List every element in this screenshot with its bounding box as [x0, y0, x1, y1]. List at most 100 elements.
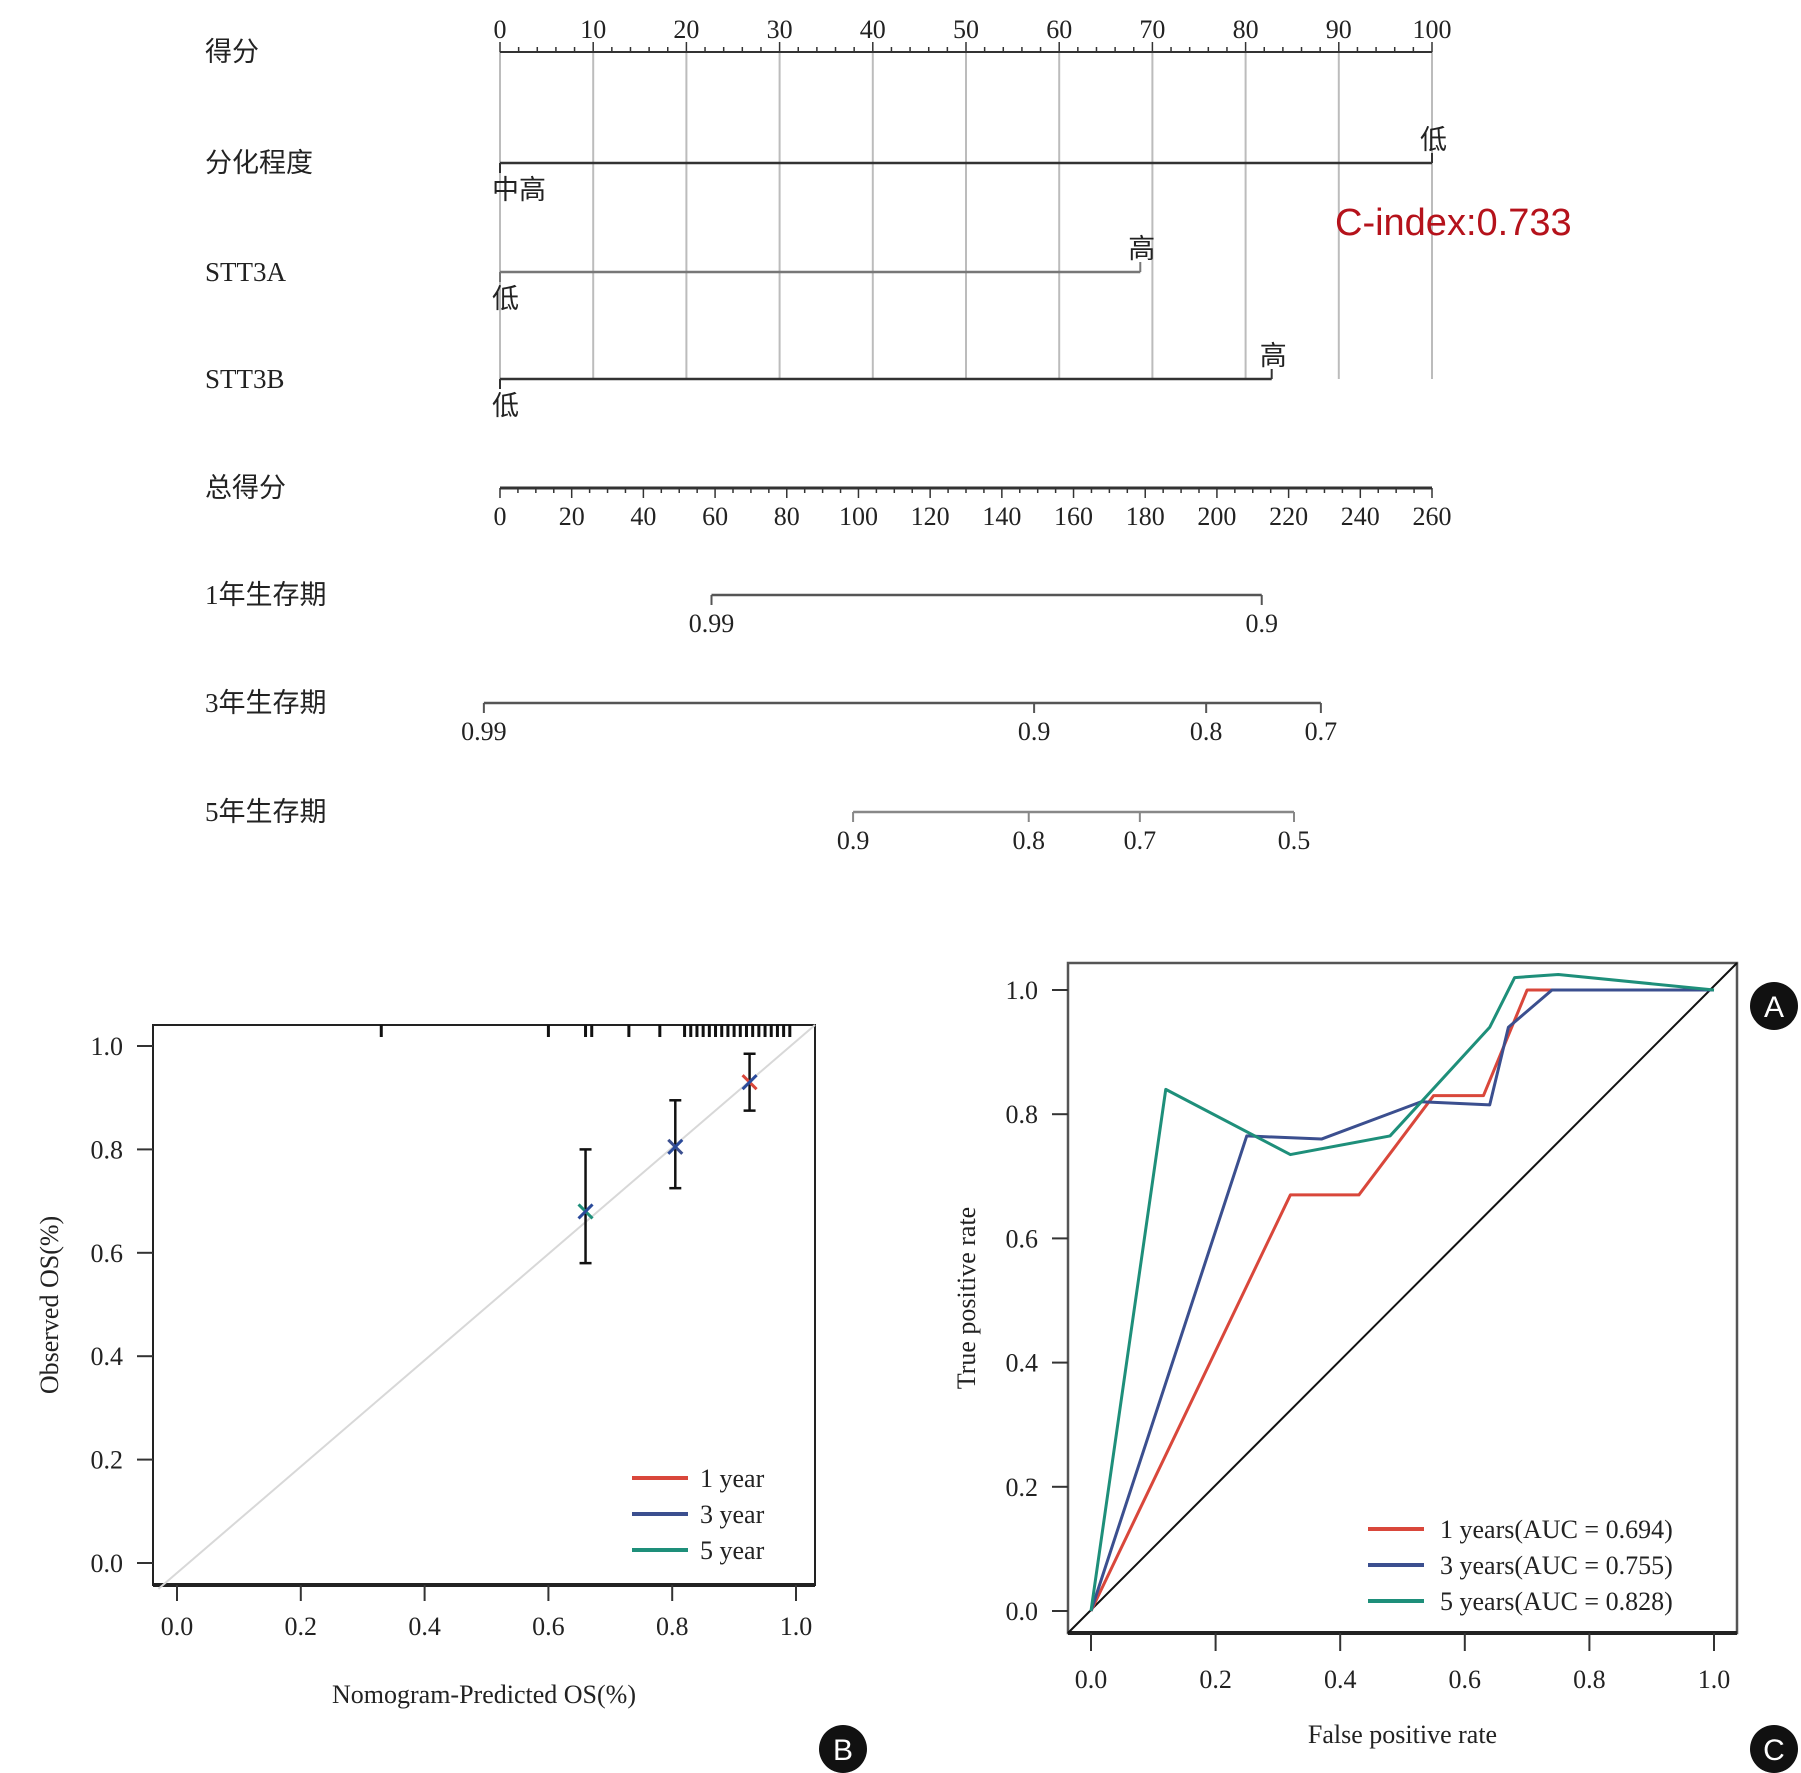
x-tick-label: 0.8: [1573, 1665, 1606, 1694]
nomogram-panel: 得分0 10 20 30 40 50 60 70 80 90 100分化程度中高低STT3A低高ST…: [205, 15, 1572, 855]
x-tick-label: 0.4: [1324, 1665, 1357, 1694]
total-points-tick-label: 140: [982, 502, 1021, 531]
y-axis-label: True positive rate: [952, 1207, 981, 1389]
survival-tick-label: 0.9: [1245, 609, 1278, 638]
total-points-tick-label: 40: [630, 502, 656, 531]
total-points-tick-label: 0: [494, 502, 507, 531]
total-points-tick-label: 20: [559, 502, 585, 531]
y-tick-label: 0.4: [91, 1342, 124, 1371]
points-tick-label: 100: [1413, 15, 1452, 44]
survival-tick-label: 0.99: [689, 609, 735, 638]
survival-tick-label: 0.7: [1124, 826, 1157, 855]
total-points-tick-label: 180: [1126, 502, 1165, 531]
row-label-survival: 5年生存期: [205, 797, 327, 827]
roc-curve: [1089, 988, 1714, 1612]
total-points-tick-label: 120: [911, 502, 950, 531]
calibration-point: [577, 1203, 594, 1220]
variable-level-label: 低: [492, 391, 519, 421]
points-tick-label: 60: [1046, 15, 1072, 44]
row-label-variable: 分化程度: [205, 148, 313, 178]
x-tick-label: 1.0: [1698, 1665, 1731, 1694]
row-label-survival: 1年生存期: [205, 580, 327, 610]
variable-level-label: 高: [1260, 341, 1287, 371]
survival-tick-label: 0.9: [1018, 717, 1051, 746]
y-tick-label: 0.6: [1006, 1224, 1039, 1253]
survival-tick-label: 0.7: [1305, 717, 1338, 746]
legend-label: 5 year: [700, 1536, 765, 1565]
roc-curve: [1089, 988, 1714, 1612]
panel-badge: [1750, 982, 1798, 1030]
y-tick-label: 0.2: [91, 1446, 124, 1475]
row-label-points: 得分: [205, 37, 259, 67]
survival-tick-label: 0.9: [837, 826, 870, 855]
panel-badge-label: C: [1763, 1734, 1785, 1767]
row-label-variable: STT3B: [205, 364, 285, 394]
survival-tick-label: 0.5: [1278, 826, 1311, 855]
points-tick-label: 0: [494, 15, 507, 44]
total-points-tick-label: 220: [1269, 502, 1308, 531]
points-tick-label: 50: [953, 15, 979, 44]
total-points-tick-label: 60: [702, 502, 728, 531]
y-tick-label: 0.2: [1006, 1473, 1039, 1502]
x-tick-label: 0.6: [532, 1612, 565, 1641]
y-tick-label: 0.4: [1006, 1349, 1039, 1378]
x-tick-label: 1.0: [780, 1612, 813, 1641]
y-tick-label: 0.8: [1006, 1100, 1039, 1129]
legend-label: 3 year: [700, 1500, 765, 1529]
reference-diagonal: [157, 1024, 816, 1590]
survival-tick-label: 0.99: [461, 717, 507, 746]
c-index-label: C-index:0.733: [1335, 202, 1572, 244]
roc-panel: 0.0 0.2 0.4 0.6 0.8 1.0 0.0 0.2 0.4 0.6 0.8 1.0 Fals…: [952, 961, 1739, 1749]
survival-tick-label: 0.8: [1012, 826, 1045, 855]
y-axis-label: Observed OS(%): [35, 1216, 64, 1394]
panel-badges: A B C: [819, 982, 1798, 1773]
calibration-point: [667, 1138, 684, 1155]
total-points-tick-label: 160: [1054, 502, 1093, 531]
y-tick-label: 0.0: [1006, 1597, 1039, 1626]
y-tick-label: 0.0: [91, 1549, 124, 1578]
legend-label: 1 year: [700, 1464, 765, 1493]
points-tick-label: 20: [673, 15, 699, 44]
points-tick-label: 40: [860, 15, 886, 44]
calibration-panel: 0.0 0.2 0.4 0.6 0.8 1.0 0.0 0.2 0.4 0.6 0.8 1.0 Nomo…: [35, 1024, 816, 1709]
variable-level-label: 中高: [492, 175, 546, 205]
panel-badge: [819, 1725, 867, 1773]
x-axis-label: Nomogram-Predicted OS(%): [332, 1680, 636, 1709]
x-tick-label: 0.6: [1449, 1665, 1482, 1694]
variable-level-label: 低: [1420, 125, 1447, 155]
total-points-tick-label: 240: [1341, 502, 1380, 531]
x-tick-label: 0.0: [161, 1612, 194, 1641]
points-tick-label: 90: [1326, 15, 1352, 44]
total-points-tick-label: 200: [1197, 502, 1236, 531]
total-points-tick-label: 80: [774, 502, 800, 531]
x-tick-label: 0.4: [408, 1612, 441, 1641]
x-tick-label: 0.2: [285, 1612, 318, 1641]
x-tick-label: 0.8: [656, 1612, 689, 1641]
legend-label: 3 years(AUC = 0.755): [1440, 1551, 1673, 1580]
panel-badge-label: B: [833, 1734, 853, 1767]
y-tick-label: 0.6: [91, 1239, 124, 1268]
points-tick-label: 70: [1139, 15, 1165, 44]
points-tick-label: 10: [580, 15, 606, 44]
survival-tick-label: 0.8: [1190, 717, 1223, 746]
legend-label: 5 years(AUC = 0.828): [1440, 1587, 1673, 1616]
variable-level-label: 高: [1128, 234, 1155, 264]
total-points-tick-label: 100: [839, 502, 878, 531]
roc-curve: [1089, 972, 1715, 1612]
points-tick-label: 80: [1233, 15, 1259, 44]
x-tick-label: 0.2: [1199, 1665, 1232, 1694]
x-tick-label: 0.0: [1075, 1665, 1108, 1694]
y-tick-label: 1.0: [1006, 976, 1039, 1005]
panel-badge-label: A: [1764, 991, 1784, 1024]
total-points-tick-label: 260: [1413, 502, 1452, 531]
calibration-point: [741, 1074, 758, 1091]
y-tick-label: 1.0: [91, 1032, 124, 1061]
y-tick-label: 0.8: [91, 1135, 124, 1164]
row-label-survival: 3年生存期: [205, 688, 327, 718]
x-axis-label: False positive rate: [1308, 1720, 1497, 1749]
panel-badge: [1750, 1725, 1798, 1773]
reference-diagonal: [1067, 962, 1738, 1634]
row-label-total-points: 总得分: [205, 473, 286, 503]
variable-level-label: 低: [492, 284, 519, 314]
